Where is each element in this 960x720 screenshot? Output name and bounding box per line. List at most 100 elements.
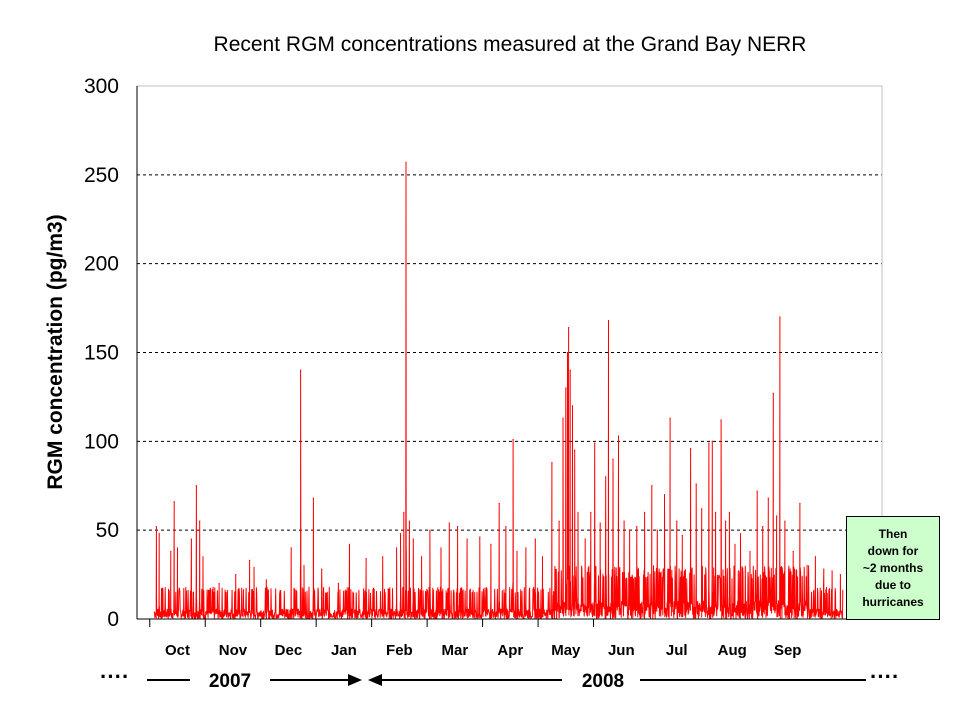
peak-point: [195, 485, 197, 487]
peak-point: [382, 556, 384, 558]
peak-point: [466, 538, 468, 540]
peak-point: [565, 387, 567, 389]
annotation-line: ~2 months: [862, 560, 924, 575]
timeline-right-dots: ····: [870, 664, 899, 689]
annotation-line: due to: [874, 577, 911, 592]
y-tick-label: 0: [107, 608, 119, 631]
peak-point: [839, 573, 841, 576]
year-timeline: ···· ···· 2007 2008: [100, 664, 899, 692]
peak-point: [708, 442, 710, 444]
peak-point: [405, 161, 407, 163]
peak-point: [412, 538, 414, 540]
peak-point: [636, 526, 638, 528]
peak-point: [714, 511, 717, 513]
year-2008-label: 2008: [582, 671, 624, 692]
peak-point: [365, 557, 367, 560]
y-tick-label: 250: [84, 164, 119, 187]
peak-point: [218, 582, 220, 585]
peak-point: [728, 511, 731, 513]
peak-point: [701, 508, 703, 510]
peak-point: [605, 476, 607, 478]
peak-point: [300, 369, 302, 371]
peak-point: [155, 526, 158, 528]
peak-point: [551, 462, 553, 464]
peak-point: [756, 490, 758, 492]
peak-point: [534, 538, 536, 540]
peak-point: [562, 417, 564, 419]
peak-point: [571, 405, 574, 407]
peak-point: [541, 556, 544, 558]
peak-point: [762, 526, 764, 528]
x-tick-label: Jul: [666, 642, 688, 659]
y-axis-label: RGM concentration (pg/m3): [44, 214, 67, 489]
peak-point: [814, 556, 817, 558]
peak-point: [448, 522, 450, 524]
hurricane-annotation-text: Then down for ~2 months due to hurricane…: [862, 526, 923, 611]
y-tick-label: 200: [84, 253, 119, 276]
peak-point: [235, 573, 237, 576]
peak-point: [643, 511, 646, 513]
peak-point: [249, 559, 251, 561]
peak-point: [792, 550, 794, 553]
peak-point: [408, 520, 410, 522]
peak-point: [279, 589, 281, 592]
peak-point: [739, 533, 742, 535]
peak-point: [399, 533, 402, 535]
annotation-line: down for: [867, 543, 919, 558]
peak-point: [656, 529, 658, 531]
peak-point: [173, 501, 175, 503]
peak-point: [584, 538, 586, 540]
peak-point: [663, 494, 666, 496]
x-tick-label: Apr: [497, 642, 523, 659]
peak-point: [429, 529, 431, 531]
peak-point: [574, 449, 576, 451]
peak-point: [772, 392, 774, 394]
peak-point: [681, 534, 683, 537]
peak-point: [457, 526, 459, 528]
peak-point: [505, 526, 507, 528]
peak-point: [479, 536, 481, 538]
peak-point: [190, 538, 192, 540]
peak-point: [590, 511, 592, 513]
peak-point: [321, 568, 323, 570]
peak-point: [720, 419, 722, 421]
peak-point: [202, 556, 204, 558]
x-tick-label: Jan: [331, 642, 357, 659]
peak-point: [265, 579, 267, 581]
peak-point: [199, 520, 201, 522]
peak-point: [831, 570, 833, 572]
annotation-line: Then: [878, 526, 908, 541]
peak-point: [724, 520, 727, 522]
peak-point: [767, 497, 769, 499]
y-tick-label: 150: [84, 342, 119, 365]
peak-point: [628, 529, 631, 531]
peak-point: [312, 497, 315, 499]
x-tick-label: Oct: [165, 642, 190, 659]
peak-point: [170, 550, 172, 553]
peak-point: [676, 520, 678, 522]
peak-point: [734, 543, 736, 545]
peak-point: [617, 435, 620, 437]
peak-point: [776, 515, 778, 517]
peak-point: [690, 447, 692, 450]
peak-point: [607, 319, 610, 322]
rgm-series: [153, 161, 844, 620]
peak-point: [567, 327, 570, 329]
year-2007-label: 2007: [209, 671, 251, 692]
peak-point: [594, 442, 596, 444]
peak-point: [651, 485, 653, 487]
peak-point: [806, 565, 808, 567]
peak-point: [669, 417, 671, 419]
x-tick-label: May: [551, 642, 581, 659]
y-tick-label: 50: [96, 519, 119, 542]
peak-point: [599, 522, 601, 524]
peak-point: [623, 520, 625, 522]
peak-point: [569, 369, 571, 371]
peak-point: [784, 520, 786, 522]
peak-point: [253, 566, 255, 569]
x-tick-label: Feb: [386, 642, 413, 659]
x-tick-label: Nov: [219, 642, 248, 659]
timeline-left-dots: ····: [100, 664, 129, 689]
peak-point: [512, 438, 514, 441]
y-tick-label: 100: [84, 430, 119, 453]
